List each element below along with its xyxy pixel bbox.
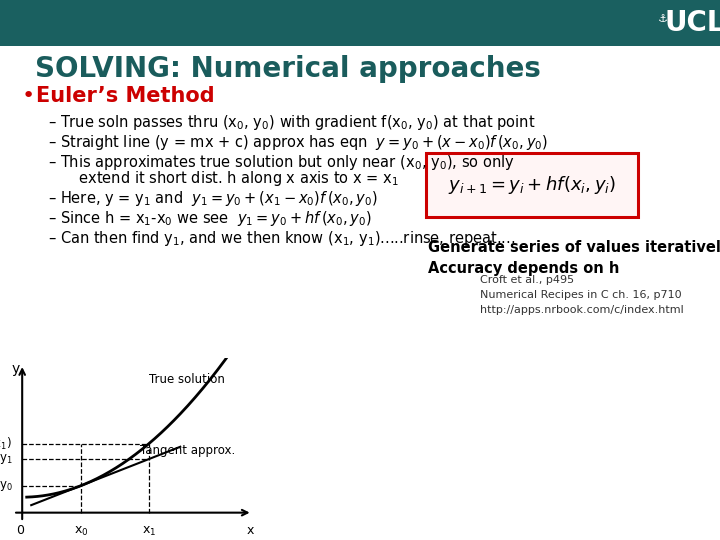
Text: $y_{i+1} = y_i + hf(x_i,y_i)$: $y_{i+1} = y_i + hf(x_i,y_i)$: [448, 174, 616, 196]
Text: x$_1$: x$_1$: [142, 524, 156, 537]
Text: –: –: [48, 231, 55, 246]
Bar: [0, 0, 720, 46]
Text: Croft et al., p495
Numerical Recipes in C ch. 16, p710
http://apps.nrbook.com/c/: Croft et al., p495 Numerical Recipes in …: [480, 275, 684, 315]
Text: –: –: [48, 134, 55, 150]
Text: Euler’s Method: Euler’s Method: [36, 86, 215, 106]
Text: y$_1$: y$_1$: [0, 452, 12, 466]
Text: x: x: [246, 524, 254, 537]
Text: •: •: [22, 86, 35, 106]
Text: Straight line (y = mx + c) approx has eqn  $y=y_0+(x-x_0)f\,(x_0,y_0)$: Straight line (y = mx + c) approx has eq…: [60, 132, 548, 152]
Text: This approximates true solution but only near (x$_0$, y$_0$), so only: This approximates true solution but only…: [60, 152, 515, 172]
Text: Generate series of values iteratively
Accuracy depends on h: Generate series of values iteratively Ac…: [428, 240, 720, 276]
Text: –: –: [48, 191, 55, 206]
Text: ⚓: ⚓: [658, 14, 668, 24]
Text: –: –: [48, 211, 55, 226]
Text: SOLVING: Numerical approaches: SOLVING: Numerical approaches: [35, 55, 541, 83]
FancyBboxPatch shape: [426, 153, 638, 217]
Text: x$_0$: x$_0$: [73, 524, 88, 537]
Text: –: –: [48, 114, 55, 130]
Text: –: –: [48, 154, 55, 170]
Text: extend it short dist. h along x axis to x = x$_1$: extend it short dist. h along x axis to …: [60, 168, 399, 187]
Text: True solution: True solution: [148, 373, 225, 386]
Text: Here, y = y$_1$ and  $y_1=y_0+(x_1-x_0)f\,(x_0,y_0)$: Here, y = y$_1$ and $y_1=y_0+(x_1-x_0)f\…: [60, 188, 378, 207]
Text: y$_0$: y$_0$: [0, 478, 12, 492]
Text: UCL: UCL: [665, 9, 720, 37]
Text: 0: 0: [16, 524, 24, 537]
Text: Tangent approx.: Tangent approx.: [140, 444, 235, 457]
Text: y(x$_1$): y(x$_1$): [0, 435, 12, 453]
Text: Since h = x$_1$-x$_0$ we see  $y_1=y_0+hf\,(x_0,y_0)$: Since h = x$_1$-x$_0$ we see $y_1=y_0+hf…: [60, 208, 372, 227]
Text: True soln passes thru (x$_0$, y$_0$) with gradient f(x$_0$, y$_0$) at that point: True soln passes thru (x$_0$, y$_0$) wit…: [60, 112, 536, 132]
Text: y: y: [12, 362, 19, 376]
Text: Can then find y$_1$, and we then know (x$_1$, y$_1$).....rinse, repeat....: Can then find y$_1$, and we then know (x…: [60, 228, 516, 247]
